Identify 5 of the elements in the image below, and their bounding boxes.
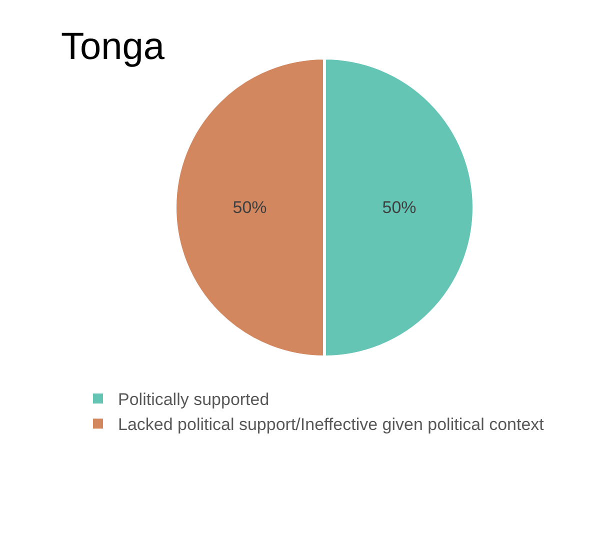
- data-label: 50%: [232, 198, 267, 217]
- data-label: 50%: [382, 198, 416, 217]
- chart-title: Tonga: [61, 26, 166, 68]
- legend-label: Politically supported: [118, 390, 270, 410]
- legend-label: Lacked political support/Ineffective given political context: [118, 415, 544, 434]
